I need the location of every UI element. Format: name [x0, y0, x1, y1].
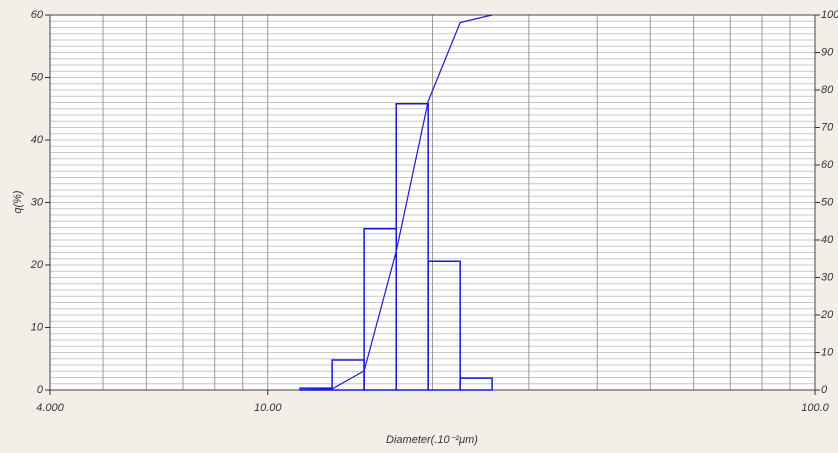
y-tick-label: 0	[37, 384, 44, 396]
y2-tick-label: 80	[821, 84, 834, 96]
y2-tick-label: 100	[821, 9, 838, 21]
y-tick-label: 40	[31, 134, 44, 146]
y-tick-label: 10	[31, 321, 44, 333]
y2-tick-label: 90	[821, 46, 834, 58]
y2-tick-label: 40	[821, 234, 834, 246]
y-axis-label: q(%)	[12, 190, 24, 214]
y-tick-label: 50	[31, 71, 44, 83]
y-tick-label: 60	[31, 9, 44, 21]
bar	[427, 260, 461, 391]
y-tick-label: 20	[30, 259, 44, 271]
bar	[459, 377, 493, 391]
y2-tick-label: 20	[820, 309, 834, 321]
x-tick-label: 4.000	[36, 402, 64, 414]
bar	[395, 103, 429, 391]
y2-tick-label: 50	[821, 196, 834, 208]
x-axis-label: Diameter(.10⁻²μm)	[386, 434, 478, 446]
y2-tick-label: 70	[821, 121, 834, 133]
y-tick-label: 30	[31, 196, 44, 208]
y2-tick-label: 10	[821, 346, 834, 358]
cumulative-line	[300, 14, 493, 391]
x-tick-label: 10.00	[254, 402, 282, 414]
x-tick-label: 100.0	[801, 402, 829, 414]
y2-tick-label: 30	[821, 271, 834, 283]
y2-tick-label: 60	[821, 159, 834, 171]
y2-tick-label: 0	[821, 384, 828, 396]
